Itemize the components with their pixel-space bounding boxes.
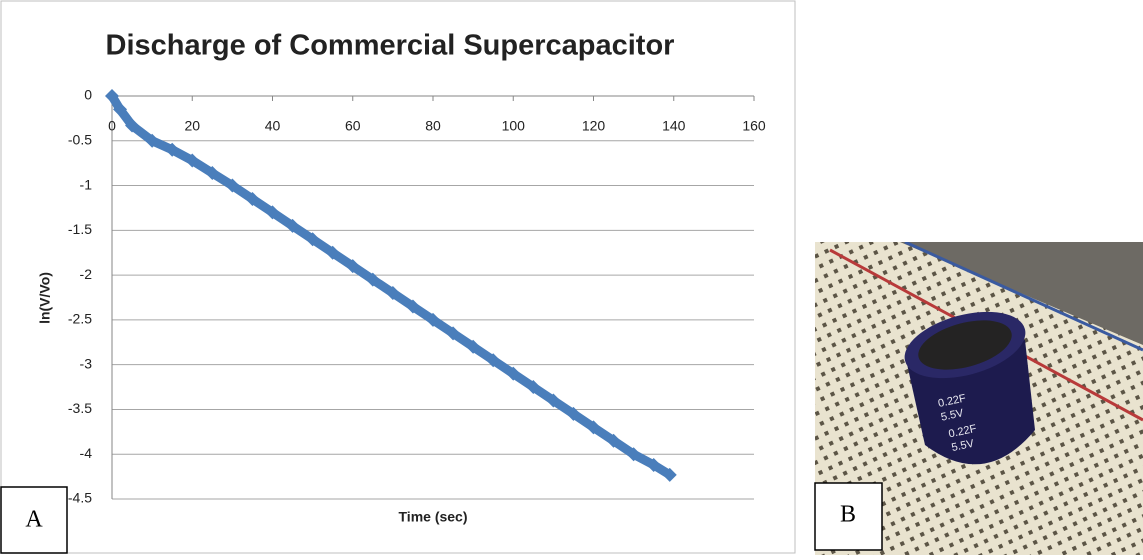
data-point xyxy=(105,89,119,103)
data-point xyxy=(586,420,601,435)
capacitor-top-inner xyxy=(918,320,1012,370)
data-point xyxy=(646,457,661,472)
data-point xyxy=(185,153,200,168)
y-tick-label: -3 xyxy=(80,355,93,371)
chart-title: Discharge of Commercial Supercapacitor xyxy=(106,30,675,62)
capacitor-text: 0.22F xyxy=(937,392,967,410)
y-tick-label: -4.5 xyxy=(68,490,92,506)
rail-line xyxy=(904,242,1143,352)
x-tick-label: 20 xyxy=(184,118,200,134)
capacitor-text: 0.22F xyxy=(948,423,978,441)
y-tick-label: -2.5 xyxy=(68,311,92,327)
data-point xyxy=(446,326,461,341)
panel-label: B xyxy=(840,502,856,528)
data-point xyxy=(466,339,481,354)
x-tick-label: 60 xyxy=(345,118,361,134)
data-point xyxy=(305,232,320,247)
capacitor-text: 5.5V xyxy=(940,407,965,424)
panel-label-box xyxy=(814,482,883,551)
data-point xyxy=(285,218,300,233)
data-point xyxy=(245,191,260,206)
y-tick-label: -2 xyxy=(80,266,93,282)
x-tick-label: 80 xyxy=(425,118,441,134)
data-point xyxy=(205,166,220,181)
data-point xyxy=(546,393,561,408)
capacitor-text: 5.5V xyxy=(950,438,975,455)
x-tick-label: 40 xyxy=(265,118,281,134)
panel-label: A xyxy=(25,507,43,533)
y-tick-label: -1 xyxy=(80,176,93,192)
data-point xyxy=(405,299,420,314)
x-tick-label: 100 xyxy=(502,118,526,134)
chart-border xyxy=(0,0,796,554)
data-point xyxy=(426,312,440,327)
y-tick-label: -0.5 xyxy=(68,131,92,147)
data-point xyxy=(125,118,140,133)
data-point xyxy=(385,286,400,301)
x-tick-label: 140 xyxy=(662,118,686,134)
y-tick-label: -3.5 xyxy=(68,400,92,416)
data-point xyxy=(225,178,240,193)
x-tick-label: 0 xyxy=(108,118,116,134)
data-point xyxy=(345,259,360,274)
data-point xyxy=(506,366,521,381)
data-point xyxy=(113,102,128,117)
y-tick-label: -4 xyxy=(80,445,93,461)
data-point xyxy=(325,245,340,260)
data-point xyxy=(145,133,160,148)
data-point xyxy=(365,272,380,287)
data-point xyxy=(566,406,581,421)
capacitor-markings: 0.22F 5.5V 0.22F 5.5V xyxy=(937,392,978,455)
x-tick-label: 120 xyxy=(582,118,606,134)
panel-label-box xyxy=(0,486,68,554)
data-point xyxy=(662,467,677,482)
data-point xyxy=(626,447,641,462)
data-point xyxy=(165,142,180,157)
data-point xyxy=(606,433,621,448)
y-tick-label: 0 xyxy=(84,87,92,103)
y-tick-label: -1.5 xyxy=(68,221,92,237)
data-point xyxy=(265,205,280,220)
y-axis-label: ln(V/Vo) xyxy=(37,272,53,324)
x-tick-label: 160 xyxy=(742,118,766,134)
data-point xyxy=(486,353,501,368)
x-axis-label: Time (sec) xyxy=(399,509,468,525)
data-point xyxy=(526,380,541,395)
plot-area: 0 -0.5 -1 -1.5 -2 -2.5 -3 -3.5 -4 -4.5 0 20 40 60 80 10… xyxy=(68,87,766,506)
